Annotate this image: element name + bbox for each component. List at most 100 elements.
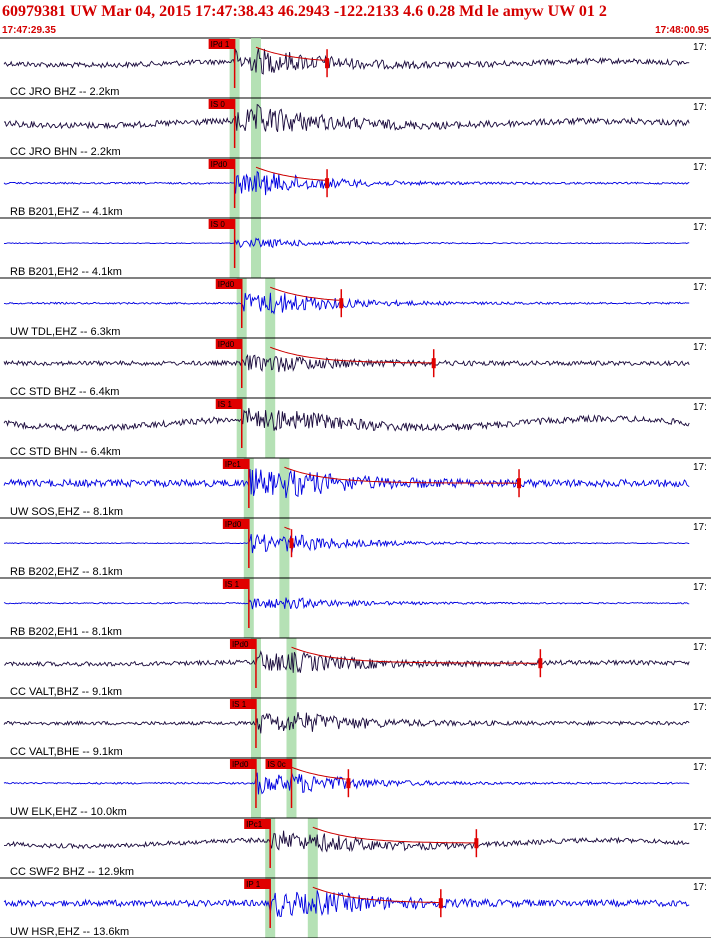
- phase-pick-secondary-flag[interactable]: [265, 759, 292, 769]
- right-edge-time-label: 17:: [693, 702, 707, 713]
- right-edge-time-label: 17:: [693, 822, 707, 833]
- coda-end-handle[interactable]: [438, 898, 443, 909]
- right-edge-time-label: 17:: [693, 462, 707, 473]
- trace-panels: IPd 1 CC JRO BHZ -- 2.2km 17: IS 0 CC JRO BH…: [0, 39, 711, 938]
- waveform: [3, 47, 690, 75]
- phase-pick-flag[interactable]: [244, 819, 271, 829]
- coda-decay-curve: [284, 526, 291, 530]
- s-window-band: [286, 638, 297, 698]
- phase-pick-flag[interactable]: [222, 459, 249, 469]
- phase-pick-flag[interactable]: [229, 639, 256, 649]
- waveform: [3, 103, 690, 132]
- waveform: [3, 597, 690, 610]
- right-edge-time-label: 17:: [693, 222, 707, 233]
- phase-pick-label: IPd 1: [211, 40, 230, 49]
- coda-decay-curve: [255, 166, 326, 181]
- trace-panel[interactable]: IS 1 RB B202,EH1 -- 8.1km 17:: [0, 579, 711, 639]
- phase-pick-label: IPd0: [211, 160, 228, 169]
- s-window-band: [251, 218, 261, 278]
- trace-panel[interactable]: IS 1 CC VALT,BHE -- 9.1km 17:: [0, 699, 711, 759]
- channel-label: UW HSR,EHZ -- 13.6km: [10, 926, 129, 938]
- phase-pick-flag[interactable]: [215, 279, 242, 289]
- coda-end-handle[interactable]: [538, 658, 543, 669]
- right-edge-time-label: 17:: [693, 642, 707, 653]
- trace-panel[interactable]: IPd0 IS 0c UW ELK,EHZ -- 10.0km 17:: [0, 759, 711, 819]
- phase-pick-flag[interactable]: [208, 99, 235, 109]
- trace-panel[interactable]: IPd0 UW TDL,EHZ -- 6.3km 17:: [0, 279, 711, 339]
- s-window-band: [279, 458, 290, 518]
- phase-pick-flag[interactable]: [229, 759, 256, 769]
- right-edge-time-label: 17:: [693, 402, 707, 413]
- s-window-band: [307, 818, 318, 878]
- trace-panel[interactable]: IS 0 RB B201,EH2 -- 4.1km 17:: [0, 219, 711, 279]
- coda-end-handle[interactable]: [474, 838, 479, 849]
- trace-panel[interactable]: IPc1 CC SWF2 BHZ -- 12.9km 17:: [0, 819, 711, 879]
- phase-pick-flag[interactable]: [208, 159, 235, 169]
- coda-end-handle[interactable]: [431, 358, 436, 369]
- waveform: [3, 890, 690, 917]
- waveform: [3, 237, 690, 249]
- right-edge-time-label: 17:: [693, 582, 707, 593]
- right-edge-time-label: 17:: [693, 342, 707, 353]
- coda-end-handle[interactable]: [339, 298, 344, 309]
- phase-pick-label: IPd0: [218, 340, 235, 349]
- phase-pick-flag[interactable]: [208, 219, 235, 229]
- coda-decay-curve: [291, 646, 538, 664]
- phase-pick-label: IS 1: [218, 400, 233, 409]
- channel-label: RB B201,EHZ -- 4.1km: [10, 206, 122, 218]
- trace-panel[interactable]: IPc1 UW SOS,EHZ -- 8.1km 17:: [0, 459, 711, 519]
- s-window-band: [265, 278, 276, 338]
- trace-panel[interactable]: IPd0 RB B201,EHZ -- 4.1km 17:: [0, 159, 711, 219]
- phase-pick-flag[interactable]: [222, 519, 249, 529]
- start-time: 17:47:29.35: [2, 25, 56, 36]
- waveform: [3, 354, 690, 373]
- trace-panel[interactable]: IPd 1 CC JRO BHZ -- 2.2km 17:: [0, 39, 711, 99]
- coda-decay-curve: [255, 46, 326, 61]
- trace-panel[interactable]: IS 0 CC JRO BHN -- 2.2km 17:: [0, 99, 711, 159]
- phase-pick-flag[interactable]: [229, 699, 256, 709]
- trace-panel[interactable]: IPd0 CC STD BHZ -- 6.4km 17:: [0, 339, 711, 399]
- phase-pick-label: IPc1: [225, 460, 242, 469]
- s-window-band: [265, 398, 276, 458]
- coda-end-handle[interactable]: [289, 538, 294, 549]
- coda-end-handle[interactable]: [346, 778, 351, 789]
- right-edge-time-label: 17:: [693, 882, 707, 893]
- right-edge-time-label: 17:: [693, 522, 707, 533]
- phase-pick-label: IS 1: [232, 700, 247, 709]
- trace-panel[interactable]: IP 1 UW HSR,EHZ -- 13.6km 17:: [0, 879, 711, 938]
- waveform: [3, 712, 690, 734]
- channel-label: RB B202,EH1 -- 8.1km: [10, 626, 122, 638]
- coda-end-handle[interactable]: [517, 478, 522, 489]
- phase-pick-flag[interactable]: [215, 339, 242, 349]
- header: 60979381 UW Mar 04, 2015 17:47:38.43 46.…: [0, 0, 711, 39]
- right-edge-time-label: 17:: [693, 762, 707, 773]
- waveform: [3, 170, 690, 196]
- channel-label: CC STD BHN -- 6.4km: [10, 446, 121, 458]
- phase-pick-flag[interactable]: [208, 39, 235, 49]
- right-edge-time-label: 17:: [693, 42, 707, 53]
- phase-pick-label: IPd0: [232, 760, 249, 769]
- trace-panel[interactable]: IS 1 CC STD BHN -- 6.4km 17:: [0, 399, 711, 459]
- channel-label: CC SWF2 BHZ -- 12.9km: [10, 866, 134, 878]
- phase-pick-label: IS 1: [225, 580, 240, 589]
- phase-pick-flag[interactable]: [222, 579, 249, 589]
- waveform: [3, 468, 690, 499]
- coda-decay-curve: [312, 826, 475, 844]
- phase-pick-flag[interactable]: [244, 879, 271, 889]
- trace-panel[interactable]: IPd0 RB B202,EHZ -- 8.1km 17:: [0, 519, 711, 579]
- right-edge-time-label: 17:: [693, 102, 707, 113]
- phase-pick-label: IPd0: [218, 280, 235, 289]
- right-edge-time-label: 17:: [693, 162, 707, 173]
- coda-end-handle[interactable]: [325, 178, 330, 189]
- phase-pick-label: IPd0: [225, 520, 242, 529]
- waveform: [3, 650, 690, 673]
- coda-end-handle[interactable]: [325, 58, 330, 69]
- trace-panel[interactable]: IPd0 CC VALT,BHZ -- 9.1km 17:: [0, 639, 711, 699]
- coda-decay-curve: [284, 466, 519, 484]
- right-edge-time-label: 17:: [693, 282, 707, 293]
- phase-pick-flag[interactable]: [215, 399, 242, 409]
- end-time: 17:48:00.95: [655, 25, 709, 36]
- header-background: [0, 0, 711, 38]
